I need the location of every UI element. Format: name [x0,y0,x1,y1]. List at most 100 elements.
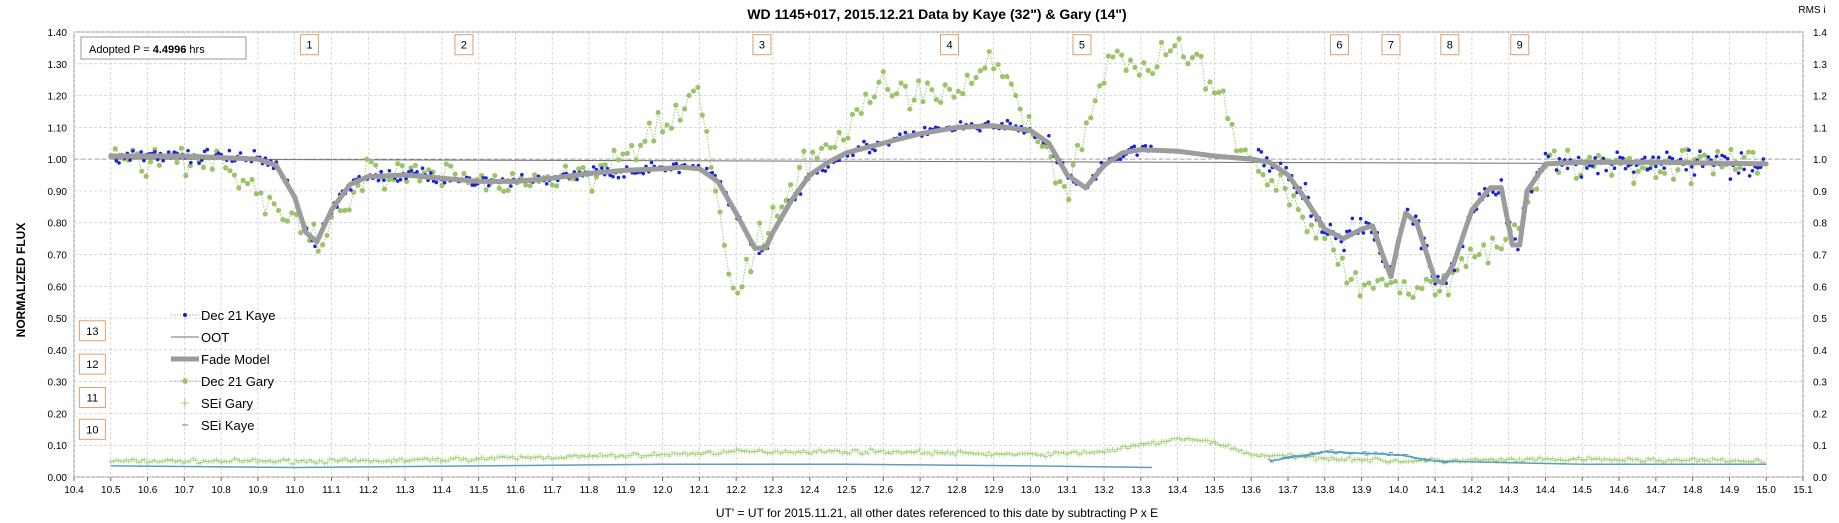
gary-point [227,168,233,174]
sei-gary-point [275,458,281,464]
gary-point [1282,185,1288,191]
gary-point [933,96,939,103]
x-tick-label: 12.8 [947,485,967,496]
sei-gary-point [1545,455,1551,461]
sei-gary-point [870,447,876,453]
sei-gary-point [1102,449,1108,455]
gary-point [854,106,860,113]
sei-gary-point [579,452,585,458]
y2-tick-label: 1.3 [1813,60,1827,71]
gary-point [849,111,856,117]
sei-gary-point [996,452,1002,458]
x-tick-label: 12.6 [874,485,894,496]
legend-item-dec-21-kaye: Dec 21 Kaye [171,308,275,323]
sei-gary-point [587,452,593,458]
gary-point [1679,147,1685,153]
sei-gary-point [777,450,783,456]
gary-point [704,128,710,135]
sei-gary-point [1207,440,1213,446]
gary-point [673,102,679,108]
y2-tick-label: 0.6 [1813,282,1827,293]
kaye-point [1345,229,1349,234]
x-tick-label: 10.8 [211,485,231,496]
kaye-point [1414,214,1418,219]
gary-point [492,172,498,179]
x-tick-label: 12.7 [910,485,930,496]
dip-marker-label: 12 [86,359,98,371]
y-tick-label: 1.10 [48,123,68,134]
sei-gary-point [1182,437,1188,443]
sei-gary-point [515,456,521,462]
gary-point [1728,146,1734,153]
sei-gary-point [875,449,881,455]
sei-gary-point [754,448,760,454]
gary-point [1185,61,1191,67]
gary-point [258,190,264,196]
sei-gary-point [636,452,642,458]
kaye-point [1005,118,1010,123]
x-tick-label: 10.7 [175,485,195,496]
sei-gary-point [690,450,696,456]
legend-item-sei-gary: SEi Gary [181,396,254,411]
sei-gary-point [347,458,353,464]
kaye-point [958,120,963,124]
gary-point [1039,143,1045,149]
sei-gary-point [916,447,922,453]
gary-point [1088,115,1094,121]
gary-point [364,156,370,162]
gary-point [863,91,869,97]
y2-tick-label: 1.4 [1813,28,1827,39]
gary-point [417,178,423,184]
x-tick-label: 12.2 [726,485,746,496]
sei-gary-point [327,456,333,462]
sei-gary-point [574,453,580,459]
sei-gary-point [1073,450,1079,456]
sei-gary-point [800,448,806,454]
y2-tick-label: 0.9 [1813,187,1827,198]
gary-point [222,165,229,171]
gary-point [1286,202,1293,208]
gary-point [818,145,825,151]
sei-gary-point [1565,457,1571,463]
sei-gary-point [164,457,170,463]
x-tick-label: 12.0 [653,485,673,496]
gary-point [1269,177,1275,184]
sei-gary-point [427,458,433,464]
sei-gary-point [1110,446,1115,452]
dip-marker-box [78,320,106,342]
sei-gary-point [337,458,343,464]
sei-gary-point [1578,457,1584,463]
y2-tick-label: 0.5 [1813,314,1827,325]
sei-gary-point [703,450,709,456]
sei-gary-point [219,459,225,465]
gary-point [523,182,529,188]
gary-point [955,88,961,94]
sei-gary-point [1004,450,1010,456]
sei-gary-point [522,455,528,461]
kaye-point [172,150,177,154]
kaye-point [382,178,386,182]
sei-gary-point [499,453,505,459]
sei-gary-point [306,457,312,463]
sei-gary-point [1223,444,1229,450]
gary-point [783,197,789,203]
sei-gary-point [798,450,804,456]
kaye-point [1585,166,1589,170]
sei-gary-point [1707,459,1713,465]
gary-point [1463,263,1469,270]
gary-point [231,172,237,178]
kaye-point [1135,153,1139,157]
gary-point [373,162,379,168]
x-tick-label: 11.1 [322,485,341,496]
legend-item-sei-kaye: SEi Kaye [182,418,254,433]
sei-gary-point [664,452,670,458]
x-tick-label: 14.7 [1646,485,1666,496]
sei-gary-point [592,452,598,458]
kaye-point [1662,166,1666,170]
sei-gary-point [479,454,485,460]
gary-point [1626,155,1632,161]
sei-gary-point [1228,446,1234,452]
gary-point [1295,206,1301,213]
y2-tick-label: 0.0 [1813,473,1827,484]
kaye-point [1601,157,1606,161]
